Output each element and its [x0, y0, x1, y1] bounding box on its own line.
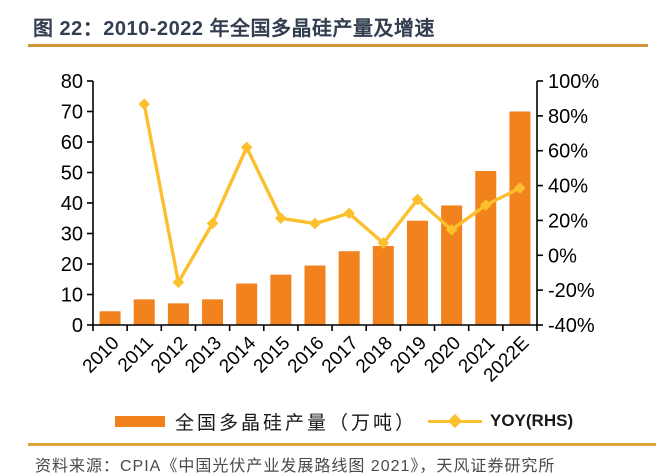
yoy-marker — [343, 207, 355, 220]
line-series-swatch — [428, 413, 482, 429]
yoy-marker — [275, 212, 287, 224]
yoy-marker — [138, 98, 151, 110]
bar-2013 — [202, 299, 224, 325]
footer-divider — [28, 443, 656, 446]
right-axis-label: 0% — [548, 245, 577, 267]
x-axis-label-2015: 2015 — [250, 333, 295, 378]
right-axis-label: 20% — [548, 210, 588, 232]
combo-chart: 0 10 20 30 40 50 60 70 80 -40% -20% 0% 20% 40% 60% 80% 1… — [61, 71, 600, 386]
bar-2022E — [509, 111, 531, 325]
yoy-marker — [514, 182, 526, 194]
yoy-marker — [206, 217, 219, 230]
x-axis-label-2012: 2012 — [147, 333, 192, 378]
legend-item-production: 全国多晶硅产量（万吨） — [115, 404, 417, 438]
bar-2017 — [338, 251, 360, 325]
title-divider — [28, 44, 648, 47]
bar-2016 — [304, 265, 326, 325]
bar-2020 — [441, 205, 463, 325]
x-axis-label-2017: 2017 — [318, 333, 363, 378]
left-axis-label: 40 — [61, 193, 83, 215]
line-series-label: YOY(RHS) — [490, 411, 574, 430]
x-axis-label-2013: 2013 — [181, 333, 226, 378]
bar-series-swatch — [115, 415, 165, 427]
yoy-marker — [240, 141, 253, 154]
bar-2012 — [167, 303, 189, 325]
bar-2010 — [99, 311, 121, 325]
yoy-marker — [309, 217, 321, 230]
right-axis-label: 60% — [548, 141, 588, 163]
right-axis-label: -20% — [548, 280, 595, 302]
figure-title: 图 22：2010-2022 年全国多晶硅产量及增速 — [33, 18, 436, 40]
bar-2018 — [372, 246, 394, 325]
left-axis-label: 70 — [61, 102, 83, 124]
left-axis-label: 80 — [61, 71, 83, 93]
bar-2015 — [270, 274, 292, 325]
left-axis-label: 20 — [61, 254, 83, 276]
right-axis-label: 80% — [548, 106, 588, 128]
x-axis-label-2018: 2018 — [352, 333, 397, 378]
x-axis-label-2020: 2020 — [420, 333, 465, 378]
line-series-diamond-icon — [447, 413, 463, 429]
chart-legend: 全国多晶硅产量（万吨） YOY(RHS) — [0, 404, 660, 438]
x-axis-label-2011: 2011 — [114, 333, 158, 377]
bar-series-label: 全国多晶硅产量（万吨） — [175, 412, 418, 434]
x-axis-label-2016: 2016 — [284, 333, 329, 378]
yoy-marker — [445, 224, 458, 236]
x-axis-label-2014: 2014 — [215, 332, 260, 377]
left-axis-label: 10 — [61, 285, 83, 307]
yoy-marker — [377, 237, 390, 249]
x-axis-label-2010: 2010 — [79, 333, 124, 378]
right-axis-label: 100% — [548, 71, 599, 93]
left-axis-label: 50 — [61, 163, 83, 185]
bar-2014 — [236, 283, 258, 325]
left-axis-label: 30 — [61, 224, 83, 246]
left-axis-label: 60 — [61, 132, 83, 154]
yoy-marker — [411, 193, 424, 206]
bar-2019 — [406, 220, 428, 325]
source-text: 资料来源：CPIA《中国光伏产业发展路线图 2021》，天风证券研究所 — [35, 458, 556, 475]
yoy-marker — [479, 199, 492, 211]
bar-2021 — [475, 170, 497, 325]
yoy-line — [142, 102, 522, 284]
bar-2011 — [133, 299, 155, 325]
right-axis-label: 40% — [548, 176, 588, 198]
legend-item-yoy: YOY(RHS) — [428, 404, 573, 438]
x-axis-label-2019: 2019 — [386, 333, 431, 378]
yoy-marker — [172, 276, 185, 289]
right-axis-label: -40% — [548, 315, 595, 337]
left-axis-label: 0 — [72, 315, 83, 337]
